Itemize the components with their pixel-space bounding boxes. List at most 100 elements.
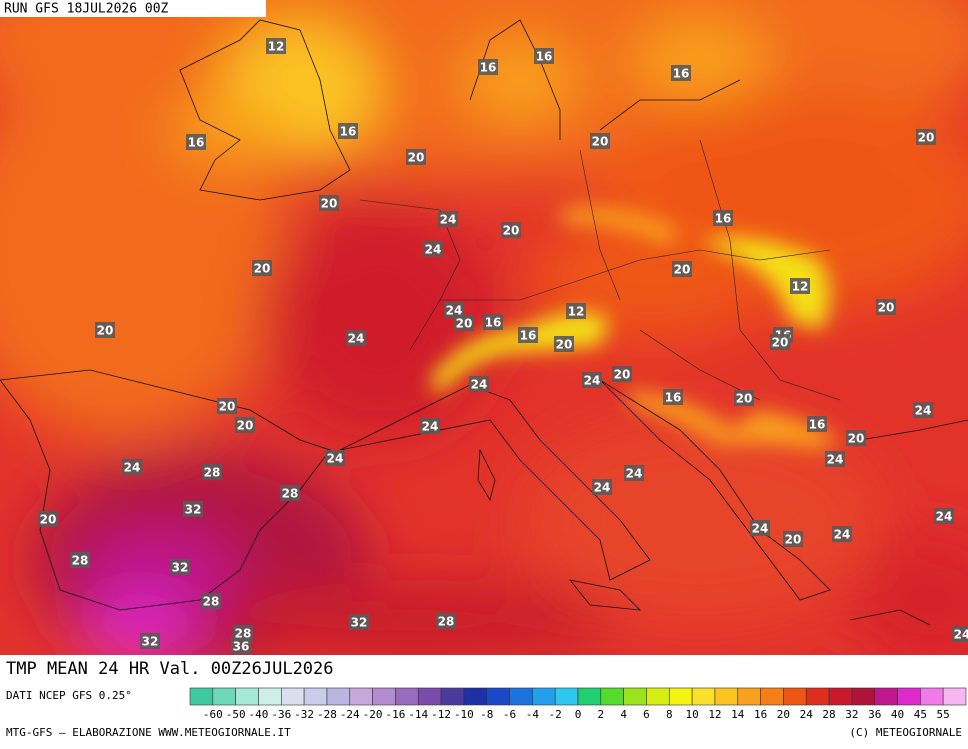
scale-label: -24 [340,708,360,721]
contour-label: 20 [736,392,753,406]
copyright: (C) METEOGIORNALE [849,726,962,739]
contour-label: 24 [626,467,643,481]
header-box [0,0,266,17]
contour-label: 20 [614,368,631,382]
label-box [183,501,203,517]
scale-cell [189,687,214,706]
scale-cell [623,687,647,706]
color-scale: -60 -50 -40 -36 -32 -28 -24 -20 -16 -14 -12 -10 -8 -6… [189,687,967,721]
scale-cell [212,687,236,706]
title-box [0,655,422,683]
contour-label: 24 [471,378,488,392]
label-box [469,376,489,392]
scale-cell [235,687,259,706]
scale-cell [668,687,693,706]
label-box [671,65,691,81]
label-box [750,520,770,536]
contour-label: 28 [235,627,252,641]
contour-label: 20 [785,533,802,547]
label-box [770,334,790,350]
scale-label: -28 [317,708,337,721]
contour-label: 24 [954,628,968,642]
contour-label: 16 [536,50,553,64]
scale-label: 20 [777,708,790,721]
contour-label: 20 [40,513,57,527]
label-box [233,625,253,641]
scale-label: 55 [937,708,950,721]
label-box [122,459,142,475]
label-box [876,299,896,315]
scale-cell [532,687,556,706]
label-box [566,303,586,319]
scale-label: -50 [226,708,246,721]
scale-cell [851,687,876,706]
scale-cell [395,687,419,706]
scale-label: 45 [914,708,927,721]
scale-cell [828,687,853,706]
label-box [201,593,221,609]
contour-label: 36 [233,640,250,654]
label-box [713,210,733,226]
contour-label: 24 [834,528,851,542]
contour-label: 32 [172,561,189,575]
scale-cell [783,687,807,706]
label-box [338,123,358,139]
scale-label: 36 [868,708,881,721]
scale-cell [326,687,351,706]
label-box [592,479,612,495]
contour-label: 24 [936,510,953,524]
label-box [235,417,255,433]
scale-cell [417,687,442,706]
scale-label: -14 [408,708,428,721]
scale-label: -6 [503,708,516,721]
contour-label: 24 [327,452,344,466]
scale-cell [714,687,739,706]
label-box [934,508,954,524]
contour-label: 20 [321,197,338,211]
contour-label: 24 [440,213,457,227]
contour-label: 20 [674,263,691,277]
label-box [518,327,538,343]
scale-cell [897,687,921,706]
scale-cell [303,687,328,706]
label-box [186,134,206,150]
label-box [672,261,692,277]
scale-label: 8 [666,708,673,721]
label-box [783,531,803,547]
scale-cell [805,687,830,706]
label-box [319,195,339,211]
contour-label: 16 [485,316,502,330]
scale-label: -32 [294,708,314,721]
scale-cell [509,687,533,706]
scale-label: 28 [822,708,835,721]
source: DATI NCEP GFS 0.25° [6,689,132,702]
label-box [916,129,936,145]
contour-label: 16 [520,329,537,343]
contour-label: 24 [124,461,141,475]
contour-label: 16 [665,391,682,405]
contour-label: 32 [142,635,159,649]
label-box [436,613,456,629]
label-box [420,418,440,434]
scale-label: 16 [754,708,767,721]
contour-label: 20 [592,135,609,149]
label-box [346,330,366,346]
scale-cell [349,687,373,706]
contour-label: 24 [915,404,932,418]
scale-cell [760,687,784,706]
contour-label: 12 [792,280,809,294]
scale-label: 14 [731,708,745,721]
label-box [790,278,810,294]
contour-label: 24 [752,522,769,536]
scale-label: 10 [685,708,698,721]
contour-label: 20 [556,338,573,352]
label-box [825,451,845,467]
contour-label: 20 [97,324,114,338]
scale-cell [440,687,465,706]
scale-label: -10 [454,708,474,721]
scale-label: 32 [845,708,858,721]
label-box [554,336,574,352]
scale-label: -40 [249,708,269,721]
contour-label: 32 [185,503,202,517]
contour-label: 28 [72,554,89,568]
